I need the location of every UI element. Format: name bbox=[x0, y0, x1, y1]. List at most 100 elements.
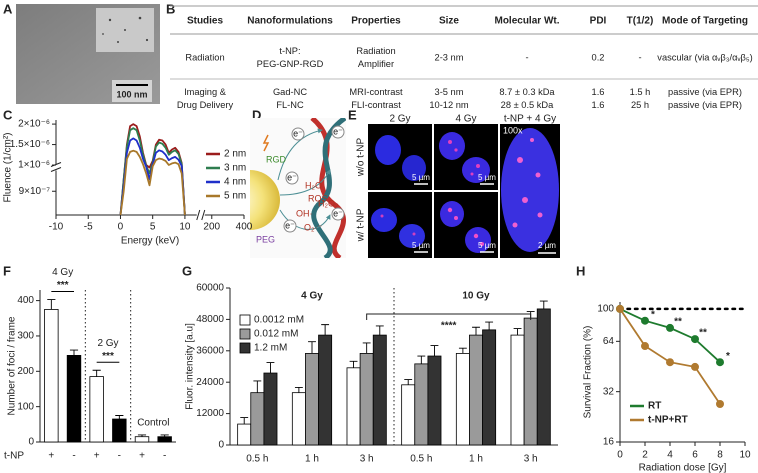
bar bbox=[44, 309, 59, 443]
data-point bbox=[716, 400, 724, 409]
scale-bar-label: 100 nm bbox=[116, 89, 147, 99]
legend-label: 0.0012 mM bbox=[254, 315, 304, 326]
x-tick-label: + bbox=[94, 451, 100, 462]
legend-label: 3 nm bbox=[224, 163, 246, 174]
y-axis-label: Fluence (1/cm²) bbox=[3, 132, 14, 202]
table-cell: 0.2 bbox=[592, 52, 605, 62]
x-tick-label: 1 h bbox=[469, 454, 483, 465]
data-point bbox=[616, 304, 624, 313]
scale-bar-label: 5 µm bbox=[412, 173, 430, 182]
bar bbox=[359, 353, 374, 446]
error-bar bbox=[417, 355, 426, 364]
panel-label: E bbox=[348, 107, 357, 122]
electron-label: e⁻ bbox=[333, 126, 343, 136]
electron-label: e⁻ bbox=[293, 128, 303, 138]
table-cell: passive (via EPR) bbox=[668, 100, 742, 110]
bar bbox=[536, 308, 551, 446]
legend-swatch bbox=[239, 328, 251, 340]
table-cell: 10-12 nm bbox=[429, 100, 469, 110]
x-tick-label: 8 bbox=[717, 450, 723, 461]
legend-label: RT bbox=[648, 401, 661, 412]
x-tick-label: -5 bbox=[84, 222, 93, 233]
legend-label: 0.012 mM bbox=[254, 329, 298, 340]
diagram-label: RGD bbox=[266, 154, 287, 164]
table-cell: 3-5 nm bbox=[435, 87, 464, 97]
data-point bbox=[641, 316, 649, 325]
table-cell: Radiation bbox=[356, 46, 395, 56]
table-cell: 1.5 h bbox=[630, 87, 651, 97]
table-header: PDI bbox=[590, 16, 607, 27]
y-axis-label: Survival Fraction (%) bbox=[583, 326, 594, 419]
column-label: t-NP + 4 Gy bbox=[504, 114, 556, 125]
diagram-label: H₂O bbox=[305, 180, 322, 190]
panel-label: F bbox=[3, 263, 11, 278]
error-bar bbox=[47, 299, 56, 310]
table-cell: Gad-NC bbox=[273, 87, 307, 97]
y-tick-label: 9×10⁻⁷ bbox=[19, 186, 51, 197]
table-cell: passive (via EPR) bbox=[668, 87, 742, 97]
table-cell: 8.7 ± 0.3 kDa bbox=[499, 87, 555, 97]
legend-swatch bbox=[239, 314, 251, 326]
y-tick-label: 1×10⁻⁶ bbox=[18, 160, 50, 171]
bar bbox=[237, 423, 252, 446]
row-label: w/o t-NP bbox=[356, 138, 367, 178]
x-tick-label: 2 bbox=[642, 450, 648, 461]
y-tick-label: 12000 bbox=[196, 408, 224, 419]
error-bar bbox=[430, 345, 439, 357]
y-tick-label: 64 bbox=[603, 336, 615, 347]
bar bbox=[263, 372, 278, 446]
table-header: Size bbox=[439, 16, 459, 27]
axis-break bbox=[196, 211, 205, 219]
y-tick-label: 48000 bbox=[196, 314, 224, 325]
y-tick-label: 36000 bbox=[196, 345, 224, 356]
sig-label: ** bbox=[674, 317, 682, 328]
series-line bbox=[119, 149, 186, 216]
bar bbox=[482, 329, 497, 446]
error-bar bbox=[321, 324, 330, 336]
x-tick-label: 6 bbox=[692, 450, 698, 461]
scale-bar-label: 5 µm bbox=[412, 241, 430, 250]
x-tick-label: 1 h bbox=[305, 454, 319, 465]
legend-label: 5 nm bbox=[224, 191, 246, 202]
x-axis-label: Energy (keV) bbox=[121, 236, 179, 247]
sig-label: * bbox=[726, 351, 730, 362]
error-bar bbox=[458, 347, 467, 354]
axis-break bbox=[50, 162, 62, 172]
error-bar bbox=[539, 300, 548, 309]
error-bar bbox=[308, 341, 316, 354]
bar bbox=[414, 363, 429, 446]
error-bar bbox=[294, 386, 303, 393]
diagram-label: H₂O₂ bbox=[318, 198, 339, 208]
panel-label: H bbox=[576, 263, 585, 278]
bar bbox=[469, 334, 483, 446]
group-label: 4 Gy bbox=[52, 267, 73, 278]
tem-image: 100 nm bbox=[16, 4, 160, 104]
error-bar bbox=[137, 434, 147, 437]
x-tick-label: 10 bbox=[739, 450, 751, 461]
table-cell: Imaging & bbox=[184, 87, 227, 97]
table-header: T(1/2) bbox=[627, 16, 654, 27]
table-cell: 1.6 bbox=[592, 100, 605, 110]
error-bar bbox=[362, 342, 371, 354]
sig-label: ** bbox=[699, 328, 707, 339]
x-tick-label: 5 bbox=[150, 222, 156, 233]
table-cell: 28 ± 0.5 kDa bbox=[501, 100, 554, 110]
sig-label: *** bbox=[102, 351, 114, 362]
column-label: 2 Gy bbox=[389, 114, 410, 125]
y-tick-label: 2×10⁻⁶ bbox=[18, 119, 50, 130]
error-bar bbox=[485, 321, 494, 330]
error-bar bbox=[472, 326, 480, 336]
column-label: 4 Gy bbox=[455, 114, 476, 125]
electron-label: e⁻ bbox=[287, 172, 297, 182]
series-line bbox=[619, 308, 721, 405]
error-bar bbox=[69, 349, 79, 356]
x-tick-label: 3 h bbox=[360, 454, 374, 465]
sig-label: * bbox=[651, 309, 655, 320]
bar bbox=[346, 367, 361, 446]
y-axis-label: Fluor. intensity [a.u] bbox=[185, 323, 196, 410]
y-tick-label: 24000 bbox=[196, 377, 224, 388]
panel-label: A bbox=[3, 1, 13, 16]
electron-label: e⁻ bbox=[333, 208, 343, 218]
data-point bbox=[641, 342, 649, 351]
